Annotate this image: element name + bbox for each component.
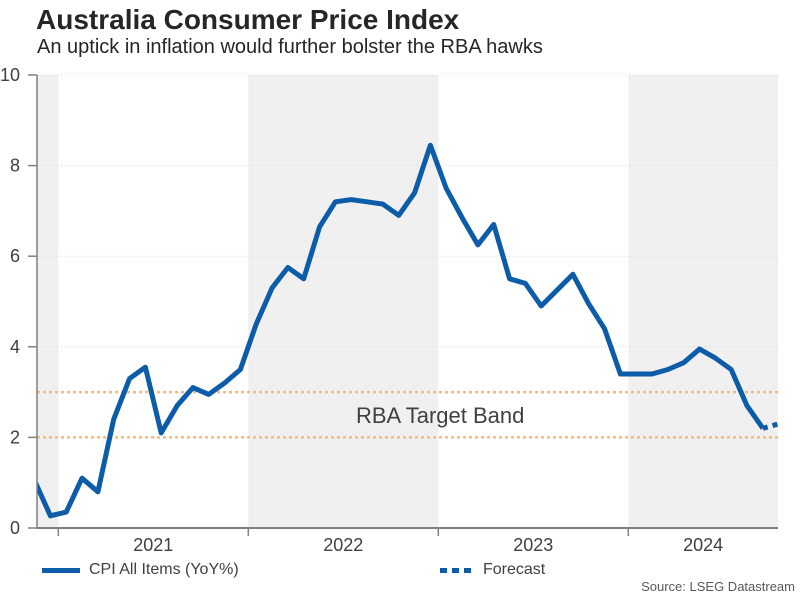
shade-band-2022 bbox=[248, 75, 439, 528]
shade-band-2024 bbox=[628, 75, 778, 528]
source-note: Source: LSEG Datastream bbox=[641, 579, 795, 594]
x-tick-label-2023: 2023 bbox=[513, 535, 553, 555]
y-tick-label-6: 6 bbox=[10, 246, 20, 266]
y-tick-label-2: 2 bbox=[10, 427, 20, 447]
y-tick-label-10: 10 bbox=[0, 65, 20, 85]
y-tick-label-0: 0 bbox=[10, 518, 20, 538]
cpi-solid-line-swatch bbox=[42, 567, 80, 573]
legend-item-forecast: Forecast bbox=[440, 561, 545, 579]
y-tick-label-8: 8 bbox=[10, 156, 20, 176]
x-tick-label-2021: 2021 bbox=[133, 535, 173, 555]
chart-subtitle: An uptick in inflation would further bol… bbox=[37, 36, 543, 58]
rba-target-band-label: RBA Target Band bbox=[356, 403, 525, 428]
legend-label-cpi: CPI All Items (YoY%) bbox=[89, 561, 239, 578]
legend-item-cpi: CPI All Items (YoY%) bbox=[42, 561, 239, 579]
x-tick-label-2022: 2022 bbox=[323, 535, 363, 555]
cpi-series-line bbox=[37, 142, 765, 519]
forecast-dot-swatch bbox=[440, 567, 447, 573]
forecast-dot-swatch bbox=[452, 567, 459, 573]
forecast-dot-swatch bbox=[464, 567, 471, 573]
forecast-segment bbox=[762, 421, 778, 431]
x-tick-label-2024: 2024 bbox=[683, 535, 723, 555]
shade-band-2020 bbox=[37, 75, 59, 528]
legend-label-forecast: Forecast bbox=[483, 561, 546, 578]
y-tick-label-4: 4 bbox=[10, 337, 20, 357]
chart-title: Australia Consumer Price Index bbox=[36, 4, 460, 35]
